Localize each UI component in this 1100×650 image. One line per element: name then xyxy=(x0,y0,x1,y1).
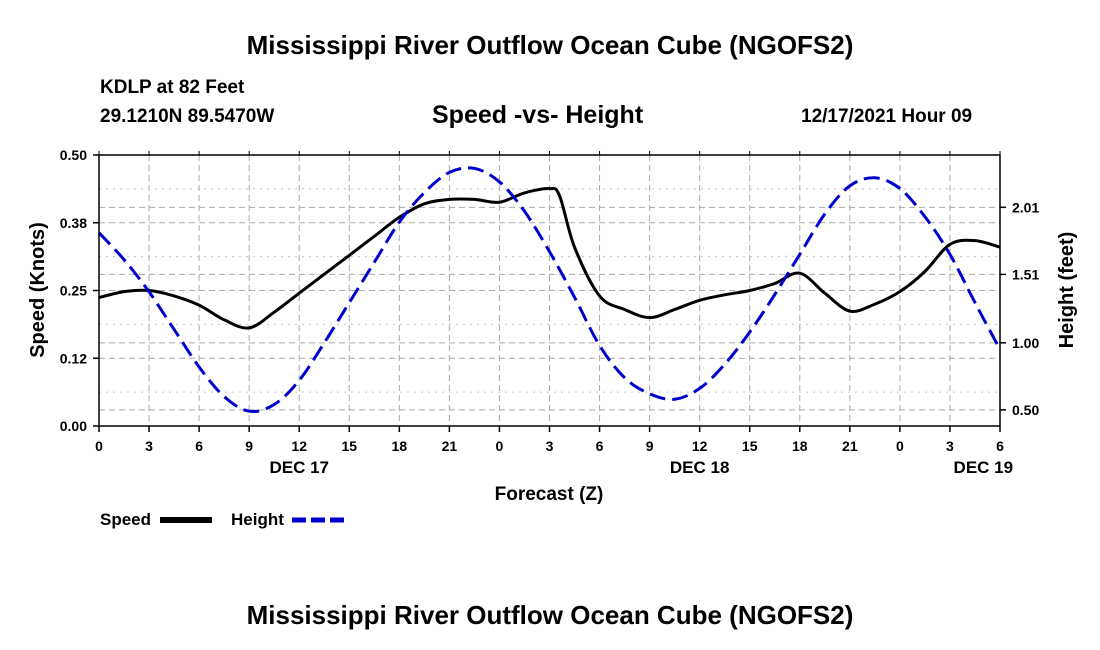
x-tick-label: 15 xyxy=(742,438,758,454)
y-tick-label: 0.25 xyxy=(60,283,87,299)
chart-title: Speed -vs- Height xyxy=(432,101,644,129)
page-title: Mississippi River Outflow Ocean Cube (NG… xyxy=(246,30,854,60)
day-label: DEC 17 xyxy=(269,458,329,477)
day-label: DEC 18 xyxy=(670,458,730,477)
y2-tick-label: 0.50 xyxy=(1012,402,1039,418)
x-tick-label: 9 xyxy=(245,438,253,454)
y2-tick-label: 2.01 xyxy=(1012,199,1039,215)
y-tick-label: 0.38 xyxy=(60,215,87,231)
series-height-line xyxy=(97,166,1002,414)
y-axis-label: Speed (Knots) xyxy=(27,222,49,358)
x-tick-label: 18 xyxy=(392,438,408,454)
y-tick-label: 0.12 xyxy=(60,350,87,366)
y2-tick-label: 1.00 xyxy=(1012,335,1039,351)
x-tick-label: 12 xyxy=(291,438,307,454)
x-tick-label: 12 xyxy=(692,438,708,454)
x-tick-label: 6 xyxy=(596,438,604,454)
legend: Speed Height xyxy=(100,510,344,529)
y2-tick-label: 1.51 xyxy=(1012,266,1039,282)
legend-height-label: Height xyxy=(231,510,284,529)
station-coordinates: 29.1210N 89.5470W xyxy=(100,106,275,127)
x-tick-label: 9 xyxy=(646,438,654,454)
y2-axis-label: Height (feet) xyxy=(1056,232,1078,349)
x-tick-label: 0 xyxy=(496,438,504,454)
x-axis-label: Forecast (Z) xyxy=(495,484,604,505)
chart-series xyxy=(97,166,1002,414)
chart-axes: 0 3 6 9 12 15 18 21 0 3 6 9 12 15 18 21 0 3 6 DEC 17 DEC 18 D… xyxy=(60,147,1040,477)
x-tick-label: 3 xyxy=(946,438,954,454)
forecast-datetime: 12/17/2021 Hour 09 xyxy=(801,106,973,127)
x-tick-label: 3 xyxy=(546,438,554,454)
footer-title: Mississippi River Outflow Ocean Cube (NG… xyxy=(246,600,854,630)
y-tick-label: 0.00 xyxy=(60,418,87,434)
x-tick-label: 21 xyxy=(842,438,858,454)
x-tick-label: 0 xyxy=(95,438,103,454)
y-tick-label: 0.50 xyxy=(60,147,87,163)
x-tick-label: 6 xyxy=(996,438,1004,454)
x-tick-label: 21 xyxy=(442,438,458,454)
x-tick-label: 18 xyxy=(792,438,808,454)
x-tick-label: 15 xyxy=(341,438,357,454)
series-speed-line xyxy=(98,186,1001,330)
legend-speed-label: Speed xyxy=(100,510,151,529)
x-tick-label: 3 xyxy=(145,438,153,454)
station-label: KDLP at 82 Feet xyxy=(100,77,245,98)
x-tick-label: 0 xyxy=(896,438,904,454)
day-label: DEC 19 xyxy=(954,458,1014,477)
x-tick-label: 6 xyxy=(195,438,203,454)
chart-grid xyxy=(99,155,1000,426)
